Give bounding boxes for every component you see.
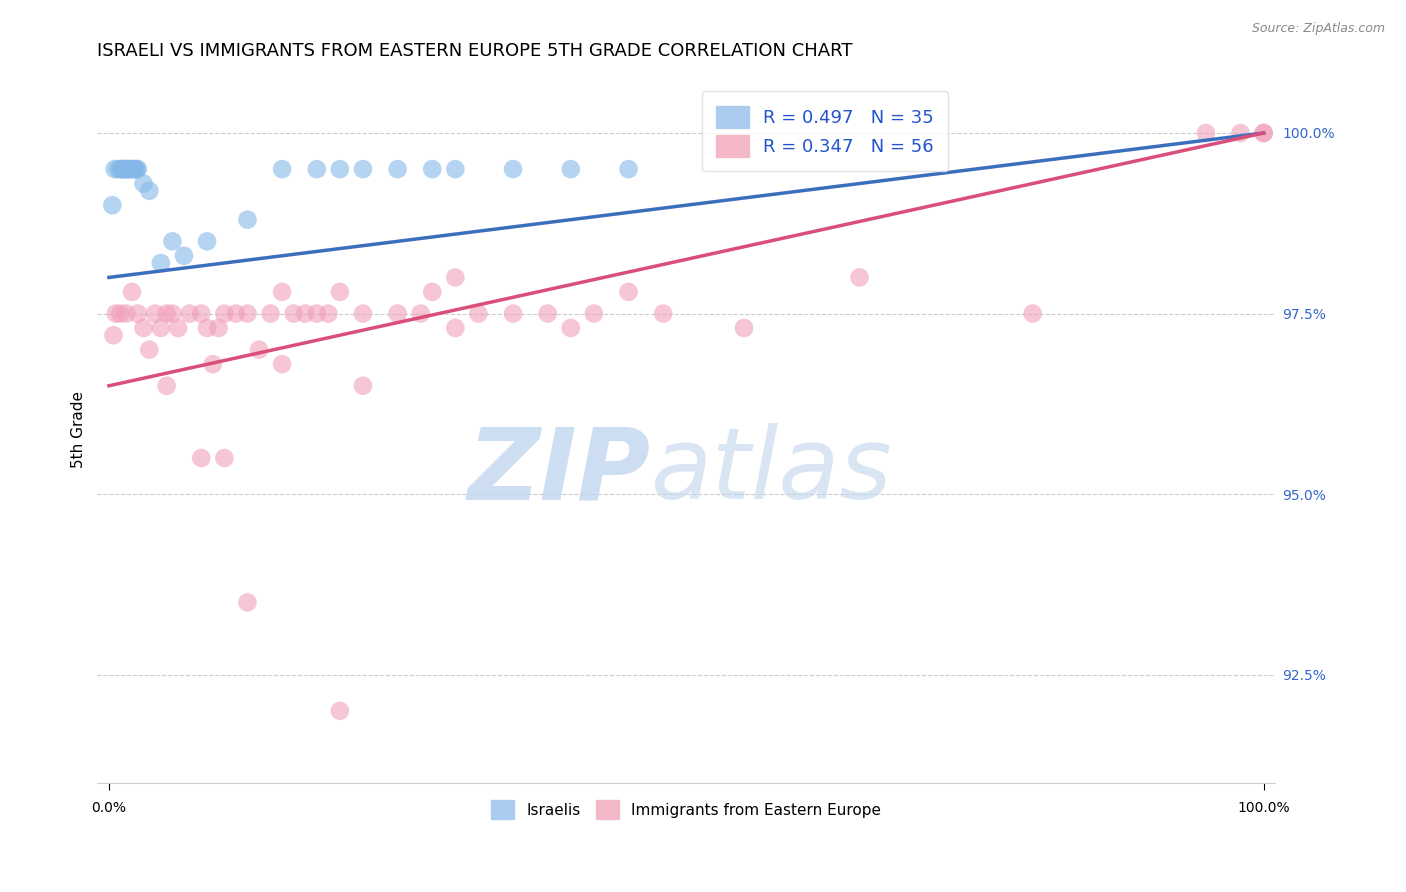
Point — [167, 321, 190, 335]
Point — [143, 307, 166, 321]
Point — [195, 321, 218, 335]
Point — [387, 162, 409, 177]
Point — [617, 162, 640, 177]
Point — [444, 321, 467, 335]
Point — [352, 378, 374, 392]
Text: ISRAELI VS IMMIGRANTS FROM EASTERN EUROPE 5TH GRADE CORRELATION CHART: ISRAELI VS IMMIGRANTS FROM EASTERN EUROP… — [97, 42, 853, 60]
Point — [420, 285, 443, 299]
Point — [387, 307, 409, 321]
Point — [124, 162, 146, 177]
Point — [104, 162, 127, 177]
Point — [329, 704, 352, 718]
Point — [560, 321, 582, 335]
Point — [420, 162, 443, 177]
Point — [1253, 126, 1275, 140]
Point — [115, 307, 138, 321]
Point — [247, 343, 270, 357]
Point — [444, 270, 467, 285]
Point — [118, 162, 141, 177]
Point — [110, 162, 132, 177]
Point — [121, 285, 143, 299]
Point — [1253, 126, 1275, 140]
Point — [316, 307, 339, 321]
Point — [121, 162, 143, 177]
Point — [467, 307, 489, 321]
Point — [305, 162, 328, 177]
Point — [190, 450, 212, 465]
Point — [352, 162, 374, 177]
Point — [117, 162, 139, 177]
Point — [1229, 126, 1251, 140]
Point — [114, 162, 136, 177]
Y-axis label: 5th Grade: 5th Grade — [72, 391, 86, 467]
Point — [271, 285, 294, 299]
Point — [214, 307, 236, 321]
Text: atlas: atlas — [651, 423, 893, 520]
Point — [179, 307, 201, 321]
Point — [329, 162, 352, 177]
Point — [305, 307, 328, 321]
Point — [110, 307, 132, 321]
Point — [271, 162, 294, 177]
Point — [652, 307, 675, 321]
Point — [201, 357, 224, 371]
Point — [502, 307, 524, 321]
Point — [149, 321, 172, 335]
Point — [156, 307, 179, 321]
Point — [110, 162, 132, 177]
Point — [259, 307, 281, 321]
Point — [124, 162, 146, 177]
Point — [1021, 307, 1043, 321]
Point — [283, 307, 305, 321]
Point — [127, 307, 149, 321]
Point — [149, 256, 172, 270]
Text: ZIP: ZIP — [468, 423, 651, 520]
Point — [617, 285, 640, 299]
Point — [225, 307, 247, 321]
Point — [502, 162, 524, 177]
Point — [132, 321, 155, 335]
Point — [236, 307, 259, 321]
Point — [173, 249, 195, 263]
Point — [214, 450, 236, 465]
Point — [125, 162, 148, 177]
Point — [537, 307, 560, 321]
Point — [409, 307, 432, 321]
Point — [103, 328, 125, 343]
Point — [156, 378, 179, 392]
Point — [444, 162, 467, 177]
Point — [122, 162, 145, 177]
Point — [112, 162, 135, 177]
Point — [329, 285, 352, 299]
Point — [138, 343, 160, 357]
Point — [138, 184, 160, 198]
Text: Source: ZipAtlas.com: Source: ZipAtlas.com — [1251, 22, 1385, 36]
Point — [162, 307, 184, 321]
Point — [162, 235, 184, 249]
Point — [132, 177, 155, 191]
Point — [195, 235, 218, 249]
Point — [1195, 126, 1218, 140]
Point — [236, 595, 259, 609]
Point — [127, 162, 149, 177]
Point — [104, 307, 127, 321]
Point — [107, 162, 129, 177]
Point — [582, 307, 605, 321]
Point — [115, 162, 138, 177]
Point — [294, 307, 316, 321]
Point — [352, 307, 374, 321]
Point — [101, 198, 124, 212]
Point — [236, 212, 259, 227]
Point — [848, 270, 870, 285]
Point — [271, 357, 294, 371]
Point — [117, 162, 139, 177]
Point — [560, 162, 582, 177]
Point — [733, 321, 755, 335]
Point — [190, 307, 212, 321]
Legend: Israelis, Immigrants from Eastern Europe: Israelis, Immigrants from Eastern Europe — [485, 794, 887, 825]
Point — [207, 321, 229, 335]
Point — [111, 162, 134, 177]
